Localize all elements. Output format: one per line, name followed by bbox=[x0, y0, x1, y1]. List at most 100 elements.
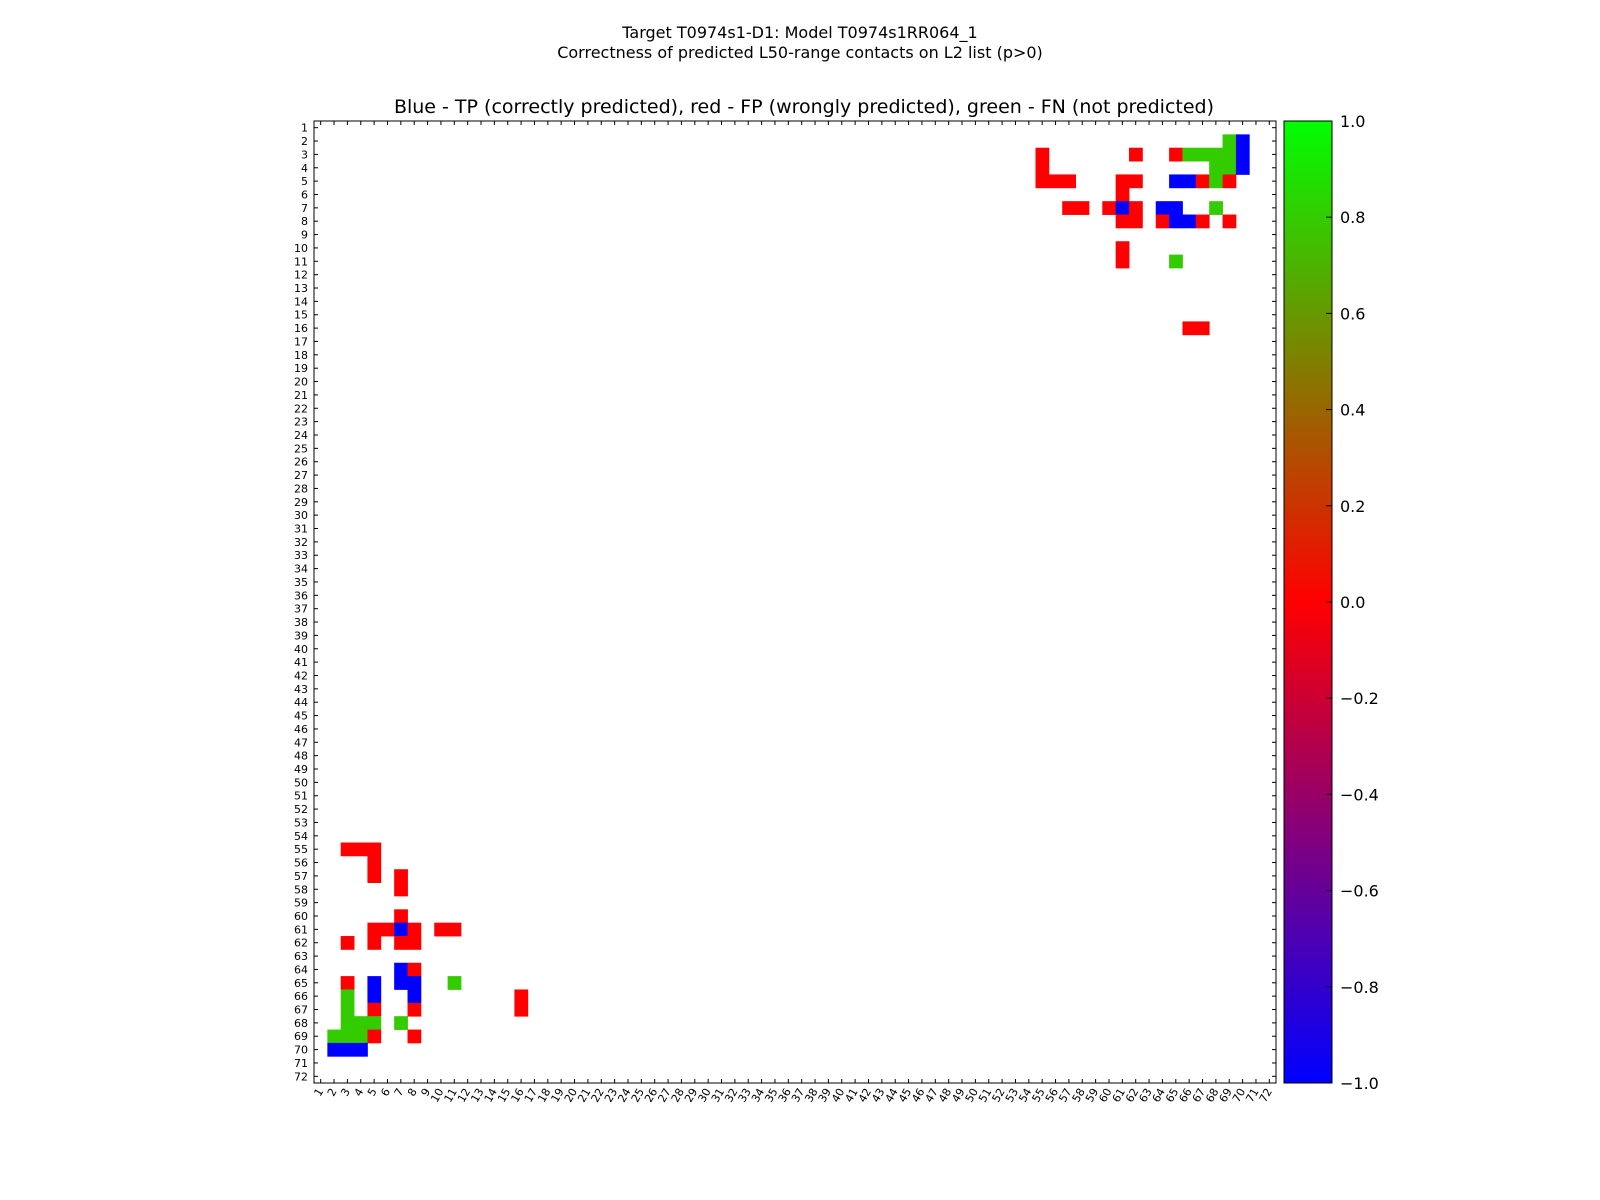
x-tick-label: 47 bbox=[923, 1086, 941, 1105]
contact-cell-fp bbox=[1222, 214, 1237, 229]
contact-cell-fp bbox=[1195, 214, 1210, 229]
y-tick-label: 61 bbox=[294, 923, 308, 936]
x-tick-label: 30 bbox=[695, 1086, 713, 1105]
y-tick-label: 2 bbox=[301, 135, 308, 148]
y-tick-label: 30 bbox=[294, 509, 308, 522]
colorbar-tick-label: 1.0 bbox=[1340, 112, 1365, 131]
colorbar-tick-label: −0.8 bbox=[1340, 978, 1379, 997]
y-tick-label: 20 bbox=[294, 376, 308, 389]
contact-cell-tp bbox=[340, 1042, 355, 1057]
y-tick-label: 32 bbox=[294, 536, 308, 549]
contact-cell-tp bbox=[407, 989, 422, 1004]
x-tick-label: 71 bbox=[1243, 1086, 1261, 1105]
contact-cell-fn bbox=[1222, 134, 1237, 149]
y-tick-label: 31 bbox=[294, 523, 308, 536]
contact-cell-fp bbox=[340, 842, 355, 857]
y-tick-label: 18 bbox=[294, 349, 308, 362]
y-tick-label: 28 bbox=[294, 482, 308, 495]
contact-cell-tp bbox=[354, 1042, 368, 1057]
x-tick-label: 14 bbox=[482, 1086, 500, 1105]
y-tick-label: 70 bbox=[294, 1044, 308, 1057]
y-tick-label: 34 bbox=[294, 563, 308, 576]
x-tick-label: 39 bbox=[816, 1086, 834, 1105]
x-tick-label: 70 bbox=[1230, 1086, 1248, 1105]
x-tick-label: 67 bbox=[1190, 1086, 1208, 1105]
y-tick-label: 24 bbox=[294, 429, 308, 442]
heatmap-plot-area bbox=[314, 121, 1276, 1083]
x-tick-label: 57 bbox=[1056, 1086, 1074, 1105]
y-tick-label: 4 bbox=[301, 162, 308, 175]
contact-cell-tp bbox=[1155, 201, 1170, 215]
contact-cell-fp bbox=[367, 842, 382, 857]
colorbar-tick-label: 0.4 bbox=[1340, 401, 1365, 420]
y-tick-label: 36 bbox=[294, 589, 308, 602]
y-tick-label: 64 bbox=[294, 963, 308, 976]
contact-cell-fn bbox=[447, 976, 462, 990]
x-tick-label: 15 bbox=[495, 1086, 513, 1105]
y-tick-label: 57 bbox=[294, 870, 308, 883]
contact-cell-fn bbox=[1222, 147, 1237, 162]
y-tick-label: 26 bbox=[294, 456, 308, 469]
x-tick-label: 28 bbox=[669, 1086, 687, 1105]
x-tick-label: 41 bbox=[842, 1086, 860, 1105]
x-tick-label: 53 bbox=[1003, 1086, 1021, 1105]
y-tick-label: 7 bbox=[301, 202, 308, 215]
x-tick-label: 56 bbox=[1043, 1086, 1061, 1105]
contact-cell-fp bbox=[1115, 254, 1130, 269]
contact-cell-fp bbox=[1062, 201, 1076, 215]
y-tick-label: 71 bbox=[294, 1057, 308, 1070]
y-tick-label: 19 bbox=[294, 362, 308, 375]
contact-cell-fp bbox=[1115, 174, 1130, 189]
y-tick-label: 50 bbox=[294, 776, 308, 789]
contact-cell-fn bbox=[340, 989, 355, 1004]
y-tick-label: 65 bbox=[294, 977, 308, 990]
x-tick-label: 68 bbox=[1203, 1086, 1221, 1105]
contact-cell-fp bbox=[367, 922, 382, 937]
contact-cell-fp bbox=[340, 976, 355, 990]
x-tick-label: 58 bbox=[1070, 1086, 1088, 1105]
x-tick-label: 40 bbox=[829, 1086, 847, 1105]
y-tick-label: 21 bbox=[294, 389, 308, 402]
contact-cell-fn bbox=[340, 1002, 355, 1017]
y-tick-label: 42 bbox=[294, 669, 308, 682]
figure-subtitle: Correctness of predicted L50-range conta… bbox=[557, 43, 1043, 62]
y-tick-label: 43 bbox=[294, 683, 308, 696]
x-tick-label: 61 bbox=[1110, 1086, 1128, 1105]
y-tick-label: 52 bbox=[294, 803, 308, 816]
contact-cell-fp bbox=[1129, 174, 1143, 189]
x-tick-label: 20 bbox=[562, 1086, 580, 1105]
x-tick-label: 64 bbox=[1150, 1086, 1168, 1105]
x-tick-label: 31 bbox=[709, 1086, 727, 1105]
y-tick-label: 49 bbox=[294, 763, 308, 776]
y-tick-label: 48 bbox=[294, 750, 308, 763]
y-tick-label: 25 bbox=[294, 442, 308, 455]
y-tick-label: 44 bbox=[294, 696, 308, 709]
x-tick-label: 72 bbox=[1257, 1086, 1275, 1105]
colorbar-tick-label: −0.6 bbox=[1340, 882, 1379, 901]
contact-cell-fp bbox=[367, 1029, 382, 1044]
x-tick-label: 18 bbox=[535, 1086, 553, 1105]
colorbar-tick-label: 0.8 bbox=[1340, 208, 1365, 227]
contact-cell-fp bbox=[1115, 187, 1130, 202]
contact-cell-fn bbox=[1195, 147, 1210, 162]
contact-cell-fp bbox=[1115, 214, 1130, 229]
y-tick-label: 16 bbox=[294, 322, 308, 335]
contact-cell-fp bbox=[407, 962, 422, 977]
colorbar-gradient bbox=[1283, 120, 1333, 1084]
y-tick-label: 5 bbox=[301, 175, 308, 188]
y-tick-label: 22 bbox=[294, 402, 308, 415]
contact-cell-fp bbox=[514, 989, 529, 1004]
x-tick-label: 29 bbox=[682, 1086, 700, 1105]
heatmap-axes: 1122334455667788991010111112121313141415… bbox=[294, 120, 1277, 1105]
colorbar-tick-label: −1.0 bbox=[1340, 1074, 1379, 1093]
contact-cell-tp bbox=[1169, 214, 1183, 229]
x-tick-label: 49 bbox=[949, 1086, 967, 1105]
y-tick-label: 29 bbox=[294, 496, 308, 509]
y-tick-label: 51 bbox=[294, 790, 308, 803]
y-tick-label: 1 bbox=[301, 122, 308, 135]
contact-cell-fp bbox=[367, 1002, 382, 1017]
contact-cell-tp bbox=[1169, 201, 1183, 215]
x-tick-label: 35 bbox=[762, 1086, 780, 1105]
contact-cell-fn bbox=[1222, 161, 1237, 175]
y-tick-label: 23 bbox=[294, 416, 308, 429]
